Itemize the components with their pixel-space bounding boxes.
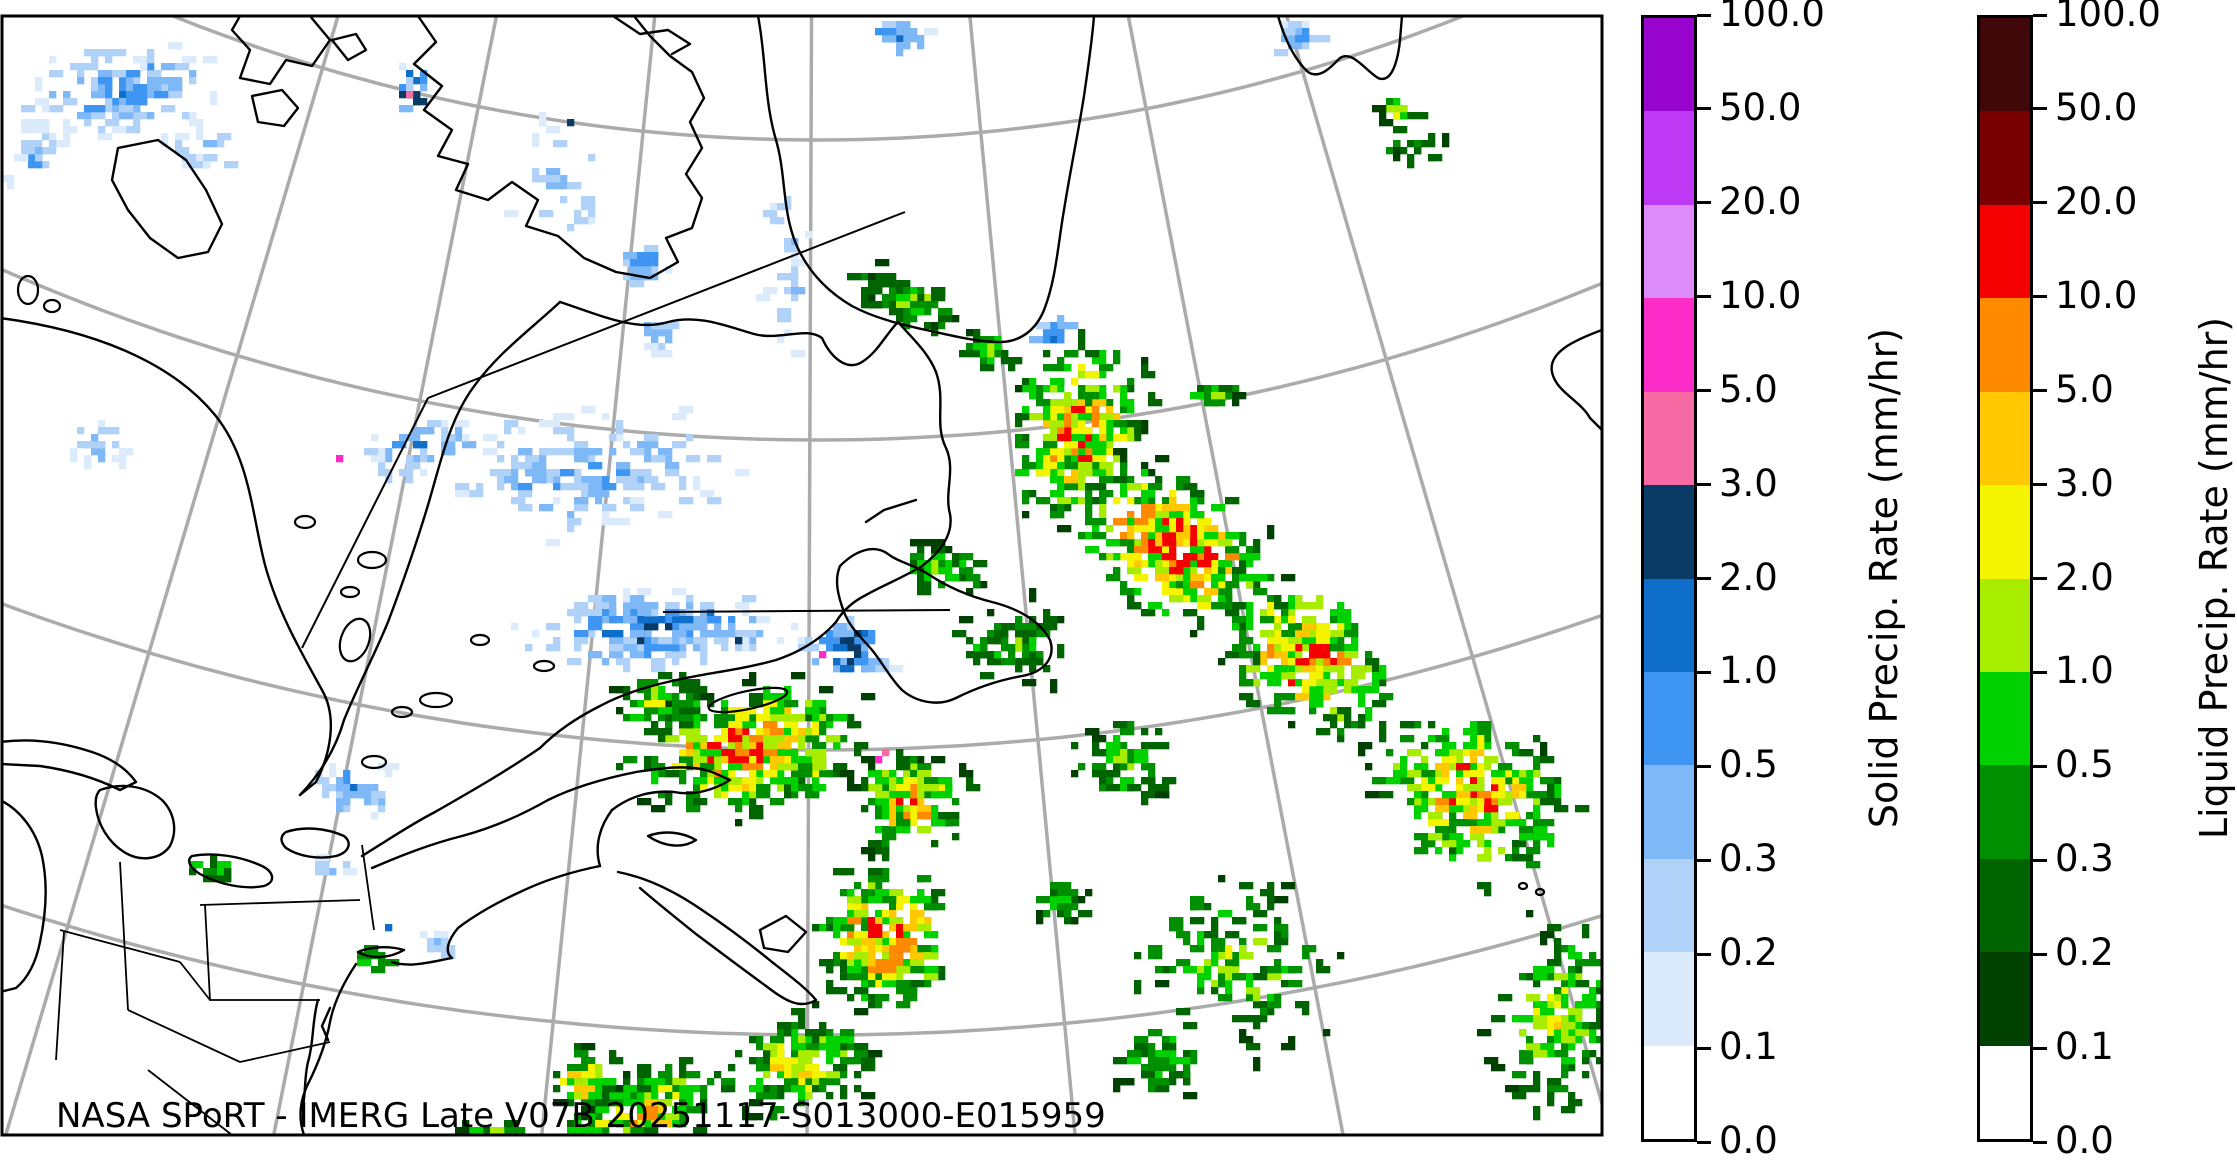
- colorbar-tick-label: 10.0: [1719, 273, 1802, 317]
- colorbar-tick: [1697, 1046, 1711, 1050]
- colorbar-tick: [1697, 389, 1711, 393]
- colorbar-tick: [2033, 764, 2047, 768]
- colorbar-tick-label: 100.0: [2055, 0, 2161, 35]
- colorbar-tick: [1697, 858, 1711, 862]
- state-borders: [55, 844, 375, 1135]
- colorbar-segment: [1644, 952, 1694, 1046]
- colorbar-segment: [1980, 18, 2030, 112]
- colorbar-segment: [1644, 858, 1694, 953]
- colorbar-tick: [1697, 952, 1711, 956]
- colorbar-tick: [2033, 670, 2047, 674]
- colorbar-tick: [2033, 952, 2047, 956]
- colorbar-segment: [1980, 485, 2030, 579]
- colorbar-tick-label: 1.0: [1719, 649, 1778, 693]
- colorbar-tick: [2033, 295, 2047, 299]
- colorbar-segment: [1980, 111, 2030, 205]
- solid-colorbar-axis-label: Solid Precip. Rate (mm/hr): [1862, 327, 1906, 829]
- colorbar-segment: [1980, 298, 2030, 392]
- colorbar-segment: [1644, 485, 1694, 579]
- colorbar-tick-label: 0.2: [2055, 930, 2114, 974]
- colorbar-segment: [1980, 765, 2030, 859]
- colorbar-segment: [1644, 391, 1694, 486]
- lakes-islands: [16, 274, 1546, 897]
- colorbar-tick: [2033, 483, 2047, 487]
- colorbar-tick-label: 1.0: [2055, 649, 2114, 693]
- colorbar-tick: [1697, 13, 1711, 17]
- colorbar-tick: [1697, 107, 1711, 111]
- solid-colorbar-bar: [1641, 15, 1697, 1142]
- colorbar-tick-label: 0.2: [1719, 930, 1778, 974]
- colorbar-segment: [1980, 671, 2030, 766]
- colorbar-tick: [2033, 201, 2047, 205]
- map-border: [0, 14, 1604, 1137]
- colorbar-tick-label: 20.0: [1719, 179, 1802, 223]
- graticule: [2, 16, 1602, 1135]
- colorbar-tick-label: 3.0: [2055, 461, 2114, 505]
- liquid-colorbar-bar: [1977, 15, 2033, 1142]
- colorbar-tick: [2033, 13, 2047, 17]
- colorbar-tick-label: 5.0: [1719, 367, 1778, 411]
- colorbar-tick-label: 20.0: [2055, 179, 2138, 223]
- precip-pixels: [2, 21, 1602, 1135]
- colorbar-segment: [1980, 391, 2030, 486]
- colorbar-tick: [1697, 577, 1711, 580]
- colorbar-tick-label: 50.0: [1719, 85, 1802, 129]
- colorbar-segment: [1980, 952, 2030, 1046]
- colorbar-tick-label: 50.0: [2055, 85, 2138, 129]
- colorbar-tick-label: 0.0: [2055, 1118, 2114, 1162]
- colorbar-tick: [1697, 764, 1711, 768]
- colorbar-segment: [1644, 765, 1694, 859]
- coastlines: [2, 16, 1602, 1135]
- colorbar-segment: [1644, 1045, 1694, 1140]
- colorbar-segment: [1644, 298, 1694, 392]
- colorbar-segment: [1980, 1045, 2030, 1140]
- colorbar-tick: [2033, 858, 2047, 862]
- colorbar-tick-label: 3.0: [1719, 461, 1778, 505]
- colorbar-tick-label: 100.0: [1719, 0, 1825, 35]
- colorbar-segment: [1980, 578, 2030, 672]
- colorbar-tick: [1697, 670, 1711, 674]
- colorbar-tick-label: 0.1: [1719, 1024, 1778, 1068]
- colorbar-tick: [1697, 295, 1711, 299]
- colorbar-segment: [1980, 858, 2030, 953]
- colorbar-tick-label: 0.3: [2055, 837, 2114, 881]
- colorbar-tick-label: 0.3: [1719, 837, 1778, 881]
- colorbar-tick: [2033, 107, 2047, 111]
- colorbar-tick-label: 2.0: [1719, 555, 1778, 599]
- colorbar-tick: [2033, 1140, 2047, 1144]
- product-annotation: NASA SPoRT - IMERG Late V07B 20251117-S0…: [56, 1096, 1106, 1136]
- colorbar-tick-label: 2.0: [2055, 555, 2114, 599]
- colorbar-tick: [2033, 1046, 2047, 1050]
- colorbar-tick: [1697, 1140, 1711, 1144]
- colorbar-tick-label: 0.1: [2055, 1024, 2114, 1068]
- colorbar-segment: [1644, 204, 1694, 299]
- colorbar-segment: [1644, 18, 1694, 112]
- admin-borders: [301, 211, 951, 649]
- colorbar-tick: [2033, 577, 2047, 580]
- colorbar-tick-label: 0.5: [1719, 743, 1778, 787]
- colorbar-tick: [1697, 201, 1711, 205]
- colorbar-tick-label: 5.0: [2055, 367, 2114, 411]
- colorbar-tick: [2033, 389, 2047, 393]
- colorbar-tick: [1697, 483, 1711, 487]
- colorbar-tick-label: 0.0: [1719, 1118, 1778, 1162]
- colorbar-tick-label: 10.0: [2055, 273, 2138, 317]
- colorbar-segment: [1644, 111, 1694, 205]
- liquid-colorbar-axis-label: Liquid Precip. Rate (mm/hr): [2192, 316, 2236, 840]
- colorbar-segment: [1644, 578, 1694, 672]
- colorbar-segment: [1980, 204, 2030, 299]
- colorbar-tick-label: 0.5: [2055, 743, 2114, 787]
- colorbar-segment: [1644, 671, 1694, 766]
